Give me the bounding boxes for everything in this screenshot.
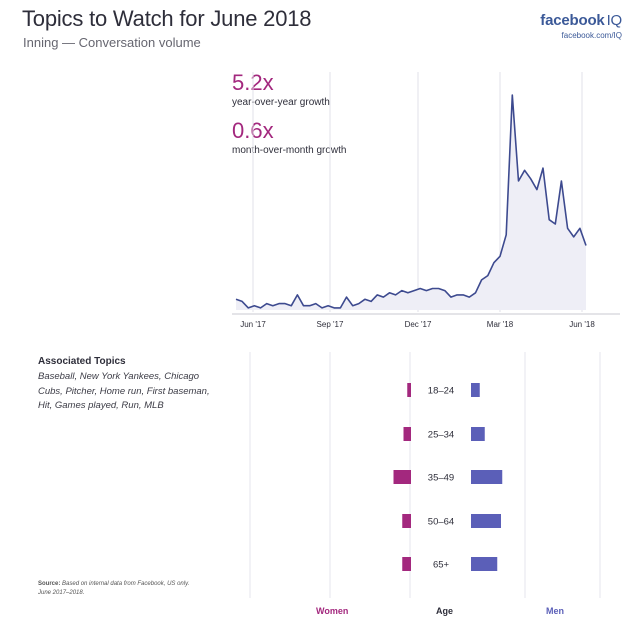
x-tick-label: Jun '17: [240, 320, 266, 329]
women-bar: [403, 427, 411, 441]
women-legend-label: Women: [316, 606, 349, 616]
source-label: Source:: [38, 581, 61, 587]
men-bar: [471, 514, 501, 528]
men-bar: [471, 557, 498, 571]
age-group-label: 18–24: [428, 386, 454, 397]
brand-suffix: IQ: [606, 12, 623, 29]
x-tick-label: Mar '18: [487, 320, 514, 329]
mom-growth-label: month-over-month growth: [232, 145, 347, 156]
age-group-label: 65+: [433, 560, 450, 571]
women-bar: [402, 557, 411, 571]
x-tick-label: Sep '17: [317, 320, 344, 329]
women-bar: [402, 514, 411, 528]
brand-url: facebook.com/IQ: [561, 31, 622, 40]
age-group-label: 25–34: [428, 430, 454, 441]
associated-topics-list: Baseball, New York Yankees, Chicago Cubs…: [38, 371, 210, 411]
yoy-growth-label: year-over-year growth: [232, 97, 330, 108]
volume-area: [236, 95, 586, 310]
women-bar: [393, 470, 411, 484]
associated-topics-heading: Associated Topics: [38, 356, 126, 367]
volume-line: [235, 94, 587, 309]
age-group-label: 35–49: [428, 473, 454, 484]
facebook-iq-logo: facebook IQ: [540, 12, 622, 29]
x-tick-label: Jun '18: [569, 320, 595, 329]
brand: facebook IQ facebook.com/IQ: [540, 12, 622, 40]
age-group-label: 50–64: [428, 517, 454, 528]
page-title: Topics to Watch for June 2018: [22, 6, 312, 31]
men-bar: [471, 427, 485, 441]
associated-topics: Associated Topics Baseball, New York Yan…: [38, 356, 218, 414]
conversation-volume-chart: Jun '17 Sep '17 Dec '17 Mar '18 Jun '18: [232, 72, 620, 329]
age-axis-label: Age: [436, 606, 454, 616]
brand-name: facebook: [540, 12, 605, 29]
source-note: Source: Based on internal data from Face…: [38, 580, 198, 597]
x-tick-label: Dec '17: [405, 320, 432, 329]
women-bar: [407, 383, 411, 397]
men-legend-label: Men: [546, 606, 564, 616]
men-bar: [471, 383, 480, 397]
source-text: Based on internal data from Facebook, US…: [38, 581, 190, 596]
page-subtitle: Inning — Conversation volume: [23, 35, 201, 50]
men-bar: [471, 470, 503, 484]
